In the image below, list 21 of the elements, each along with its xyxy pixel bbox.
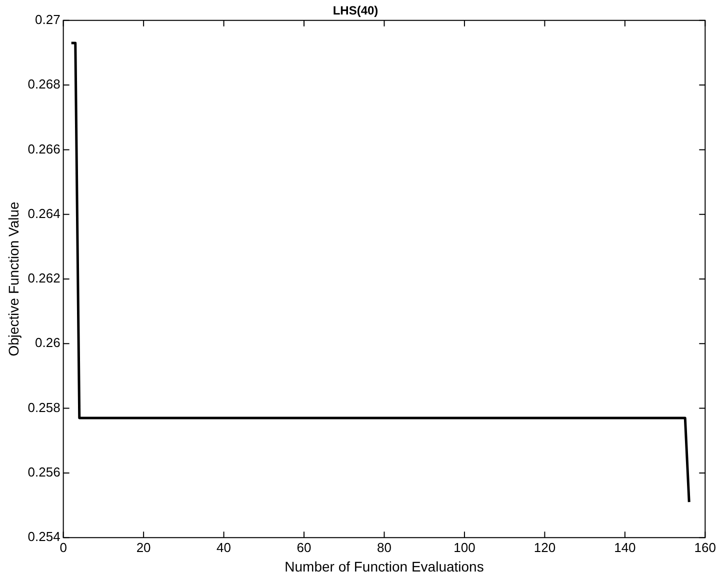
x-tick-label: 40	[216, 540, 232, 555]
x-tick-label: 100	[454, 540, 476, 555]
x-tick-label: 20	[136, 540, 151, 555]
y-tick-label: 0.262	[28, 270, 60, 286]
y-tick-label: 0.26	[35, 335, 60, 350]
y-tick-label: 0.254	[28, 529, 60, 544]
y-tick-label: 0.256	[28, 464, 60, 480]
x-axis-title: Number of Function Evaluations	[284, 558, 484, 574]
x-tick-label: 140	[614, 540, 636, 555]
x-tick-label: 120	[534, 540, 556, 555]
y-axis-title: Objective Function Value	[5, 201, 22, 356]
y-tick-label: 0.268	[28, 76, 60, 92]
y-tick-label: 0.264	[28, 206, 60, 221]
x-tick-label: 80	[377, 540, 392, 555]
chart-title: LHS(40)	[332, 4, 378, 18]
x-tick-label: 160	[694, 540, 716, 555]
y-tick-label: 0.266	[28, 141, 60, 156]
y-tick-label: 0.27	[35, 12, 60, 27]
x-tick-label: 0	[60, 540, 67, 555]
x-tick-label: 60	[296, 540, 312, 555]
y-tick-label: 0.258	[28, 400, 60, 415]
